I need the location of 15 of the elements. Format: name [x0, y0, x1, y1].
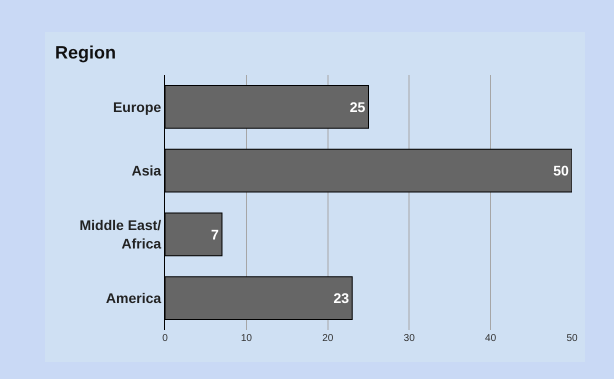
y-tick-label: Middle East/ Africa [80, 217, 162, 252]
chart-title: Region [55, 42, 116, 62]
y-tick-label: America [106, 290, 162, 306]
y-tick-label: Asia [132, 162, 162, 179]
x-tick-label: 20 [322, 333, 334, 344]
data-label: 25 [350, 98, 366, 115]
x-tick-label: 0 [162, 333, 168, 344]
y-tick-label: Europe [112, 98, 162, 115]
x-tick-label: 50 [566, 333, 578, 344]
data-label: 23 [333, 290, 350, 306]
x-tick-label: 30 [404, 333, 416, 344]
data-label: 50 [553, 162, 569, 179]
x-tick-label: 10 [240, 333, 252, 344]
x-tick-label: 40 [485, 333, 497, 344]
data-label: 7 [210, 226, 219, 242]
